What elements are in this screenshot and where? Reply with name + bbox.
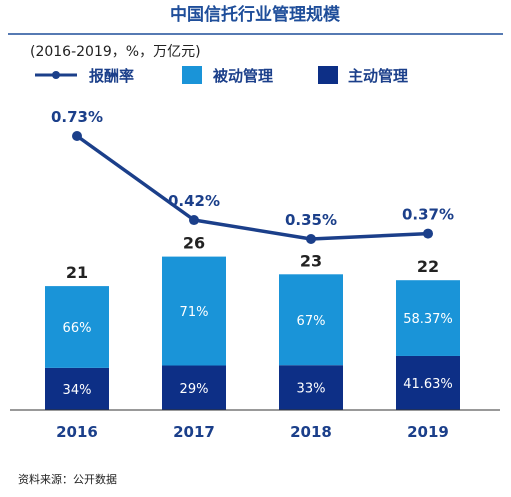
total-label-2016: 21 <box>66 263 88 282</box>
rate-label-2019: 0.37% <box>402 206 454 224</box>
legend-label-passive: 被动管理 <box>213 67 273 85</box>
rate-line <box>75 134 429 241</box>
legend-item-passive: 被动管理 <box>182 66 273 85</box>
label-passive-2017: 71% <box>180 305 209 320</box>
label-active-2016: 34% <box>63 383 92 398</box>
legend-item-line: 报酬率 <box>35 67 134 85</box>
x-tick-2017: 2017 <box>173 423 215 441</box>
label-passive-2019: 58.37% <box>403 312 453 327</box>
total-label-2019: 22 <box>417 257 439 276</box>
label-passive-2018: 67% <box>297 314 326 329</box>
x-tick-2018: 2018 <box>290 423 332 441</box>
bar-passive-2017 <box>162 256 226 366</box>
bar-passive-2018 <box>279 274 343 366</box>
total-label-2017: 26 <box>183 234 205 253</box>
label-active-2017: 29% <box>180 382 209 397</box>
rate-point-2016 <box>72 131 82 142</box>
legend-item-active: 主动管理 <box>318 66 408 85</box>
legend-label-line: 报酬率 <box>89 67 134 85</box>
legend-label-active: 主动管理 <box>348 67 408 85</box>
bar-passive-2016 <box>45 286 109 368</box>
bar-active-2017 <box>162 365 226 410</box>
bar-passive-2019 <box>396 280 460 356</box>
legend-swatch-active <box>318 66 338 84</box>
legend-swatch-passive <box>182 66 202 84</box>
chart-title: 中国信托行业管理规模 <box>170 4 341 25</box>
rate-label-2017: 0.42% <box>168 192 220 210</box>
rate-point-2019 <box>423 228 433 239</box>
total-label-2018: 23 <box>300 251 322 270</box>
rate-line-group: 0.73% 0.42% 0.35% 0.37% <box>51 108 454 244</box>
bar-active-2016 <box>45 367 109 410</box>
x-tick-2016: 2016 <box>56 423 98 441</box>
rate-label-2016: 0.73% <box>51 108 103 126</box>
source-note: 资料来源：公开数据 <box>18 472 117 486</box>
label-passive-2016: 66% <box>63 321 92 336</box>
bar-active-2018 <box>279 365 343 410</box>
legend-line-dot <box>52 71 60 79</box>
label-active-2018: 33% <box>297 382 326 397</box>
chart-subtitle: (2016-2019，%，万亿元) <box>30 44 201 60</box>
rate-label-2018: 0.35% <box>285 211 337 229</box>
x-axis-labels: 2016 2017 2018 2019 <box>56 423 449 441</box>
label-active-2019: 41.63% <box>403 377 453 392</box>
bars-group: 34% 66% 21 29% 71% 26 33% 67% 23 41.63% 58.37% 22 <box>45 234 460 410</box>
rate-point-2017 <box>189 215 199 226</box>
bar-active-2019 <box>396 355 460 410</box>
x-tick-2019: 2019 <box>407 423 449 441</box>
rate-point-2018 <box>306 234 316 244</box>
legend: 报酬率 被动管理 主动管理 <box>35 66 408 85</box>
